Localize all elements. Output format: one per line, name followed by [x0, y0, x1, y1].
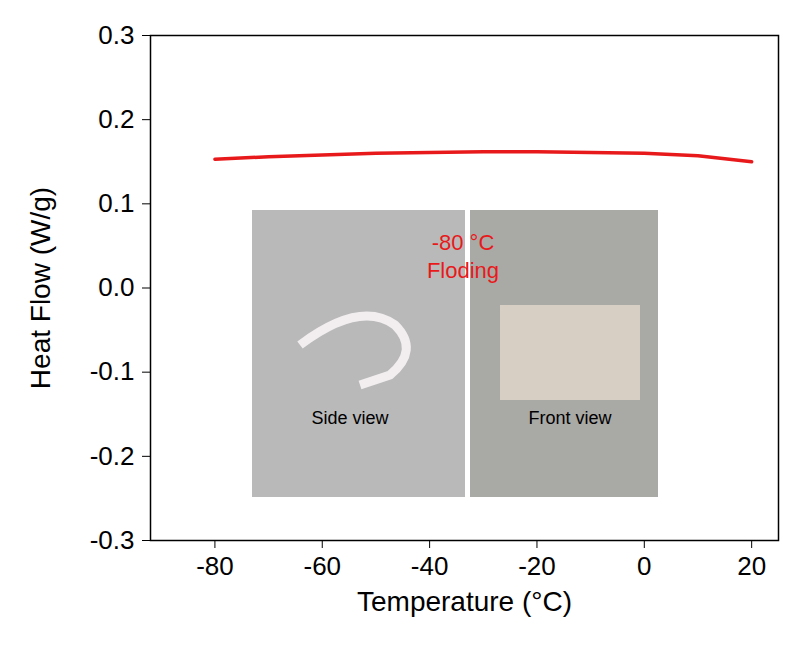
svg-text:0.0: 0.0 — [98, 272, 134, 302]
svg-text:0.3: 0.3 — [98, 20, 134, 50]
svg-text:-0.2: -0.2 — [90, 441, 135, 471]
svg-text:Front view: Front view — [528, 408, 612, 428]
svg-text:Floding: Floding — [427, 258, 499, 283]
svg-text:-80: -80 — [196, 551, 234, 581]
svg-text:-0.1: -0.1 — [90, 356, 135, 386]
svg-text:Temperature (°C): Temperature (°C) — [357, 586, 572, 617]
svg-text:-60: -60 — [303, 551, 341, 581]
svg-text:-20: -20 — [518, 551, 556, 581]
svg-text:Heat Flow (W/g): Heat Flow (W/g) — [25, 187, 56, 389]
svg-text:-40: -40 — [411, 551, 449, 581]
svg-text:-0.3: -0.3 — [90, 525, 135, 555]
svg-text:0: 0 — [637, 551, 651, 581]
svg-text:-80 °C: -80 °C — [432, 230, 495, 255]
svg-text:20: 20 — [737, 551, 766, 581]
svg-text:0.1: 0.1 — [98, 188, 134, 218]
svg-text:0.2: 0.2 — [98, 104, 134, 134]
svg-text:Side view: Side view — [311, 408, 389, 428]
